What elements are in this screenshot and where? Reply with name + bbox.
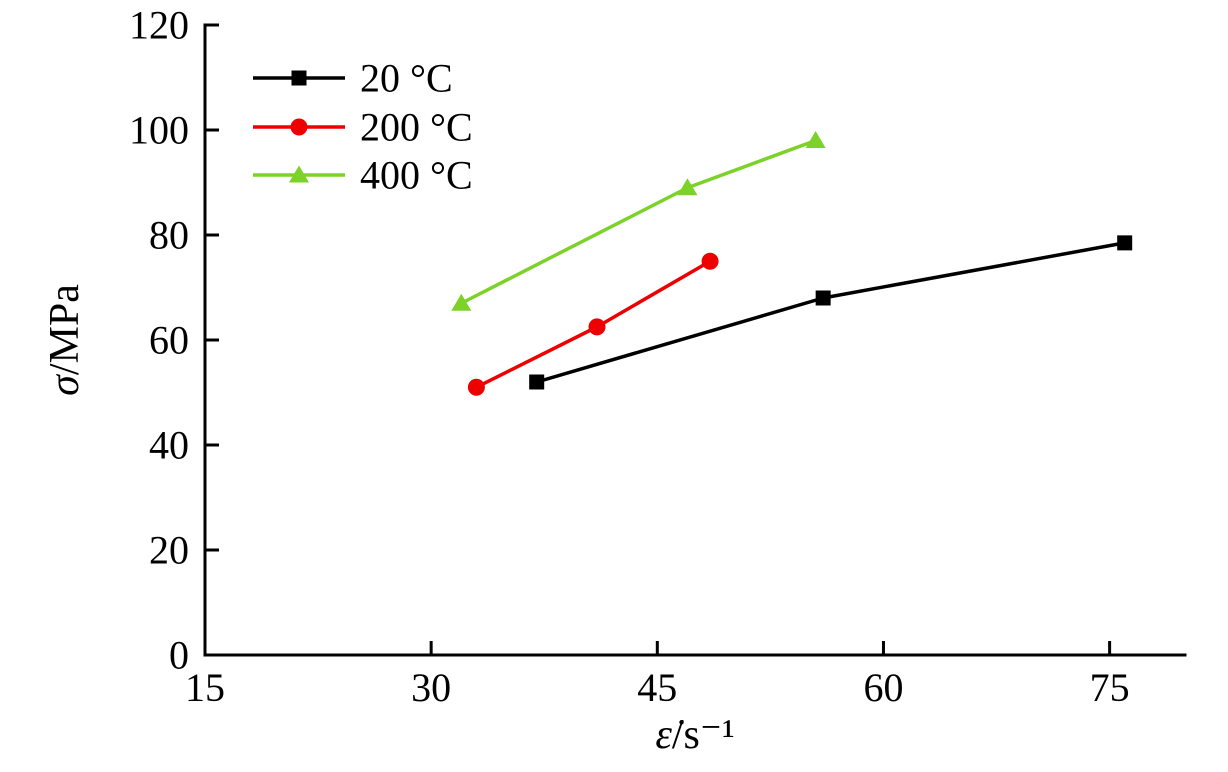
- triangle-marker: [451, 293, 472, 311]
- legend-item: 400 °C: [253, 153, 473, 198]
- x-tick-label: 60: [863, 665, 903, 710]
- ticks: [203, 23, 1112, 657]
- triangle-marker: [289, 165, 309, 183]
- tick-labels: 15 30 45 60 75 0 20 40 60 80 100 120: [129, 3, 1130, 711]
- y-axis-title: σ/MPa: [42, 284, 88, 396]
- square-marker: [529, 374, 545, 390]
- triangle-marker: [805, 131, 826, 148]
- circle-marker: [588, 318, 606, 336]
- circle-marker: [467, 378, 485, 396]
- legend-label: 20 °C: [360, 56, 453, 101]
- legend-item: 200 °C: [253, 105, 473, 150]
- series-1: [467, 252, 719, 396]
- series-2: [451, 131, 826, 311]
- y-tick-label: 60: [149, 318, 189, 363]
- legend-item: 20 °C: [253, 56, 453, 101]
- x-tick-label: 75: [1090, 665, 1130, 710]
- x-tick-label: 30: [411, 665, 451, 710]
- square-marker: [1117, 235, 1133, 251]
- legend-label: 200 °C: [360, 105, 473, 150]
- x-tick-label: 15: [185, 665, 225, 710]
- y-tick-label: 20: [149, 528, 189, 573]
- circle-marker: [290, 118, 308, 136]
- triangle-marker: [677, 178, 698, 196]
- y-tick-label: 80: [149, 213, 189, 258]
- axes: [203, 23, 1187, 657]
- square-marker: [291, 70, 307, 86]
- circle-marker: [701, 252, 719, 270]
- x-axis-title: ε̇/s⁻¹: [655, 712, 734, 758]
- legend-label: 400 °C: [360, 153, 473, 198]
- x-tick-label: 45: [637, 665, 677, 710]
- square-marker: [815, 290, 831, 306]
- series-line: [460, 138, 817, 305]
- y-tick-label: 120: [129, 3, 189, 48]
- y-tick-label: 0: [169, 633, 189, 678]
- series-0: [529, 235, 1133, 390]
- y-tick-label: 40: [149, 423, 189, 468]
- y-tick-label: 100: [129, 108, 189, 153]
